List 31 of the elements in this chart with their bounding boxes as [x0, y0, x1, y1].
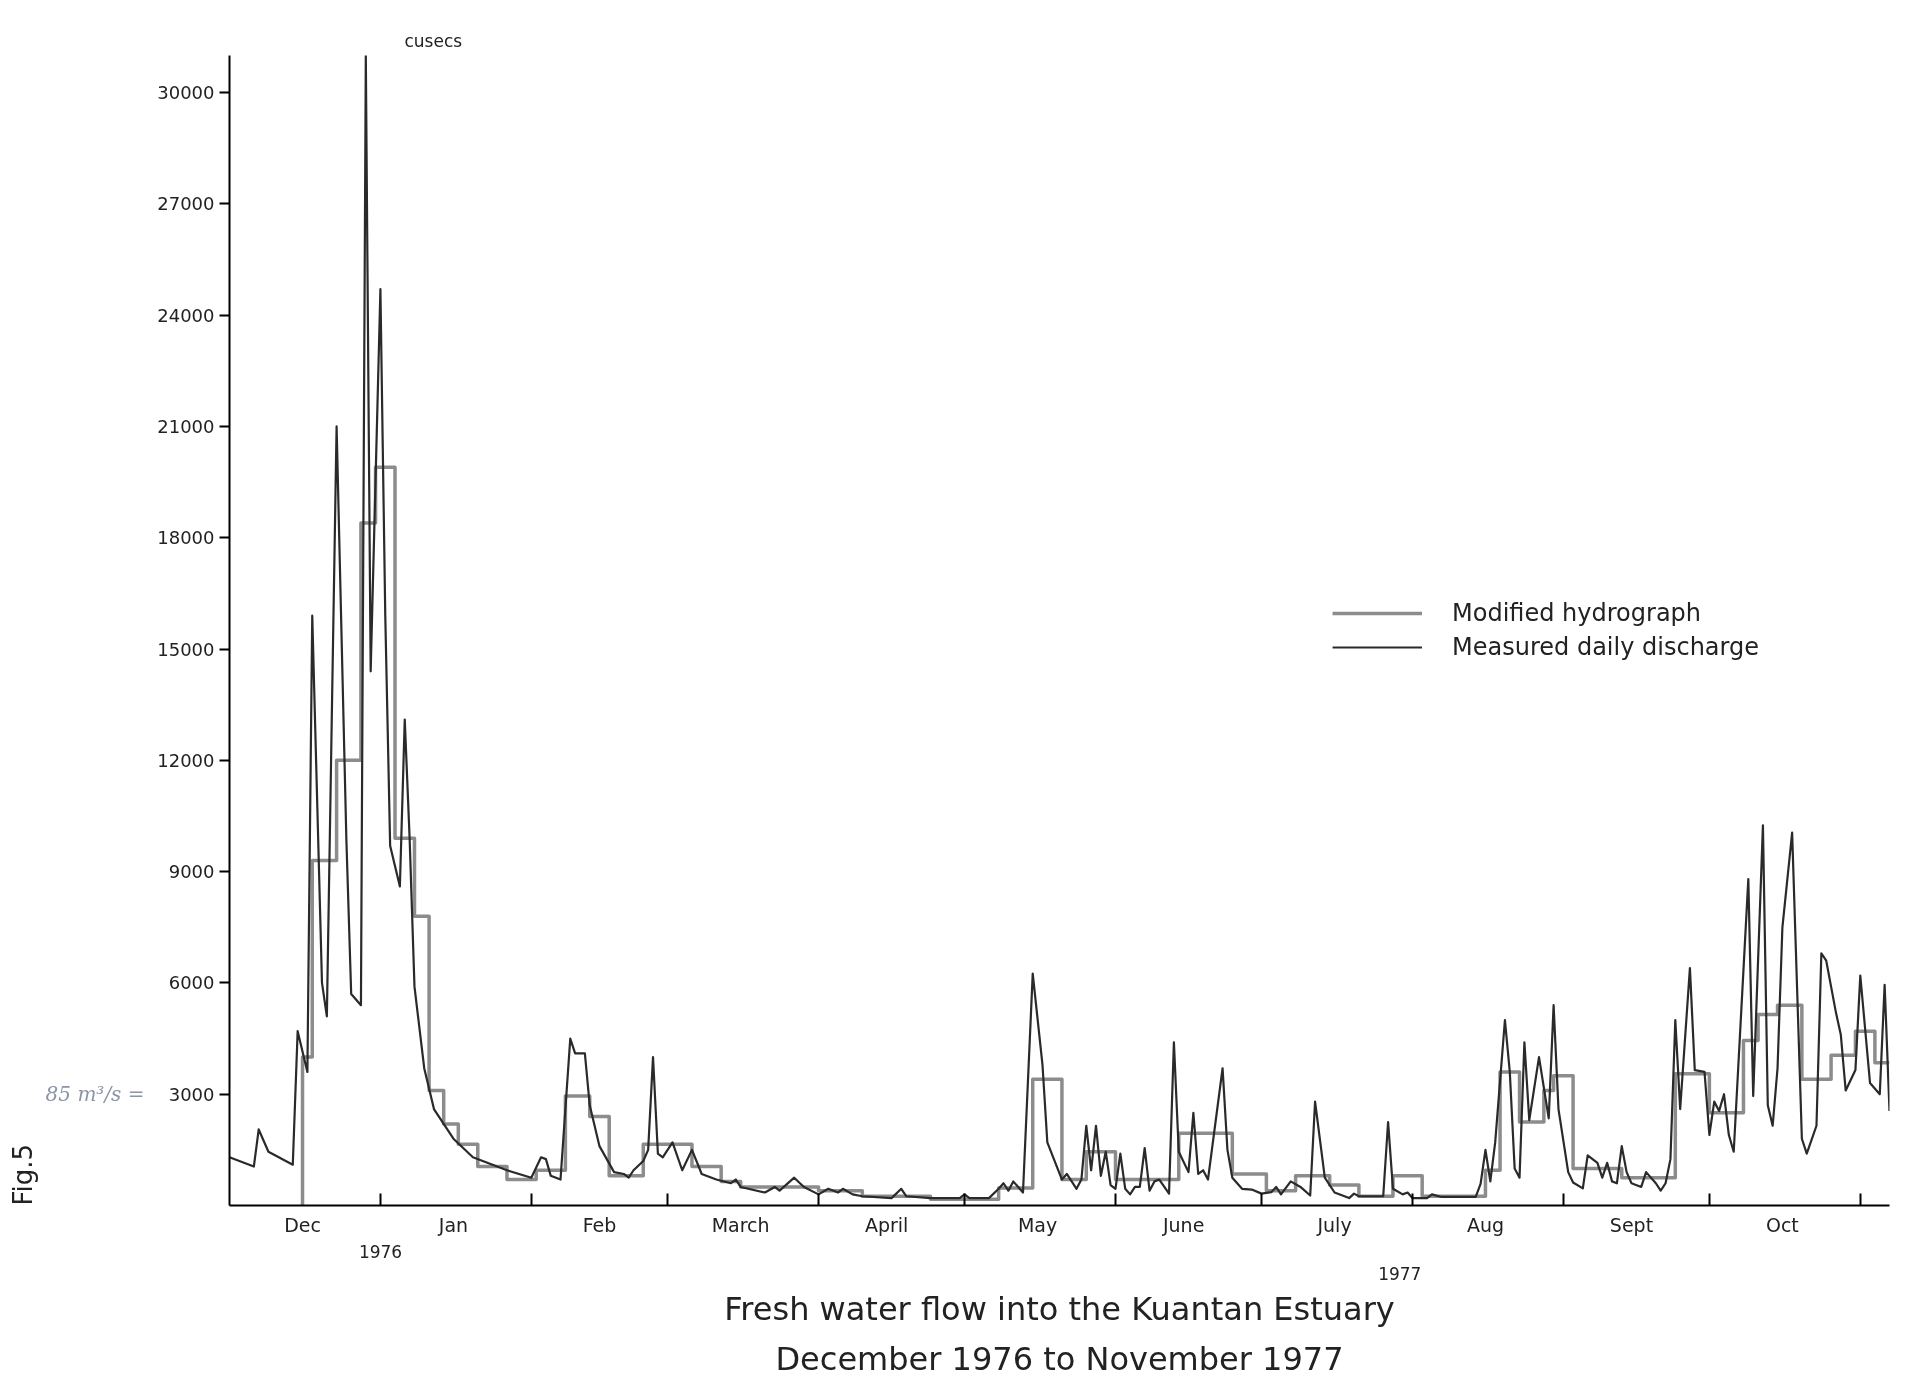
text: December 1976 to November 1977: [775, 1339, 1344, 1378]
x-tick-label: Feb: [582, 1213, 617, 1236]
line-series: [229, 55, 1890, 1200]
y-tick-label: 27000: [157, 193, 215, 215]
x-tick-label: Aug: [1466, 1213, 1505, 1236]
text: 85 m³/s =: [45, 1082, 145, 1107]
y-tick-label: 15000: [157, 638, 215, 660]
y-tick-label: 3000: [168, 1083, 215, 1105]
caption: Fig.5: [7, 1143, 38, 1206]
x-tick-label: June: [1161, 1213, 1205, 1236]
y-tick-label: 18000: [157, 527, 215, 549]
y-tick-label: 30000: [157, 82, 215, 104]
x-tick-label: April: [864, 1213, 909, 1236]
text: Fresh water flow into the Kuantan Estuary: [724, 1289, 1395, 1328]
text: 1976: [358, 1241, 403, 1262]
y-tick-label: 9000: [168, 861, 215, 883]
x-tick-label: Sept: [1609, 1213, 1654, 1236]
y-tick-label: 12000: [157, 749, 215, 771]
x-tick-label: March: [711, 1213, 770, 1236]
x-tick-label: July: [1316, 1213, 1352, 1236]
y-axis-title: cusecs: [404, 30, 463, 51]
legend-label: Modified hydrograph: [1452, 599, 1702, 627]
x-tick-label: Jan: [437, 1213, 469, 1236]
y-tick-label: 21000: [157, 415, 215, 437]
y-tick-label: 24000: [157, 304, 215, 326]
x-tick-label: May: [1017, 1213, 1058, 1236]
y-tick-label: 6000: [168, 972, 215, 994]
x-tick-label: Dec: [284, 1213, 321, 1236]
x-tick-label: Oct: [1765, 1213, 1799, 1236]
text: 1977: [1378, 1263, 1422, 1284]
legend-label: Measured daily discharge: [1452, 633, 1759, 661]
